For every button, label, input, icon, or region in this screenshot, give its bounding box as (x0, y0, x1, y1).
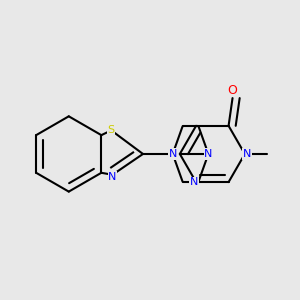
Text: O: O (228, 84, 238, 97)
Text: N: N (204, 149, 213, 159)
Text: N: N (243, 149, 251, 159)
Text: N: N (190, 177, 198, 187)
Text: S: S (108, 125, 115, 135)
Text: N: N (169, 149, 177, 159)
Text: N: N (108, 172, 117, 182)
